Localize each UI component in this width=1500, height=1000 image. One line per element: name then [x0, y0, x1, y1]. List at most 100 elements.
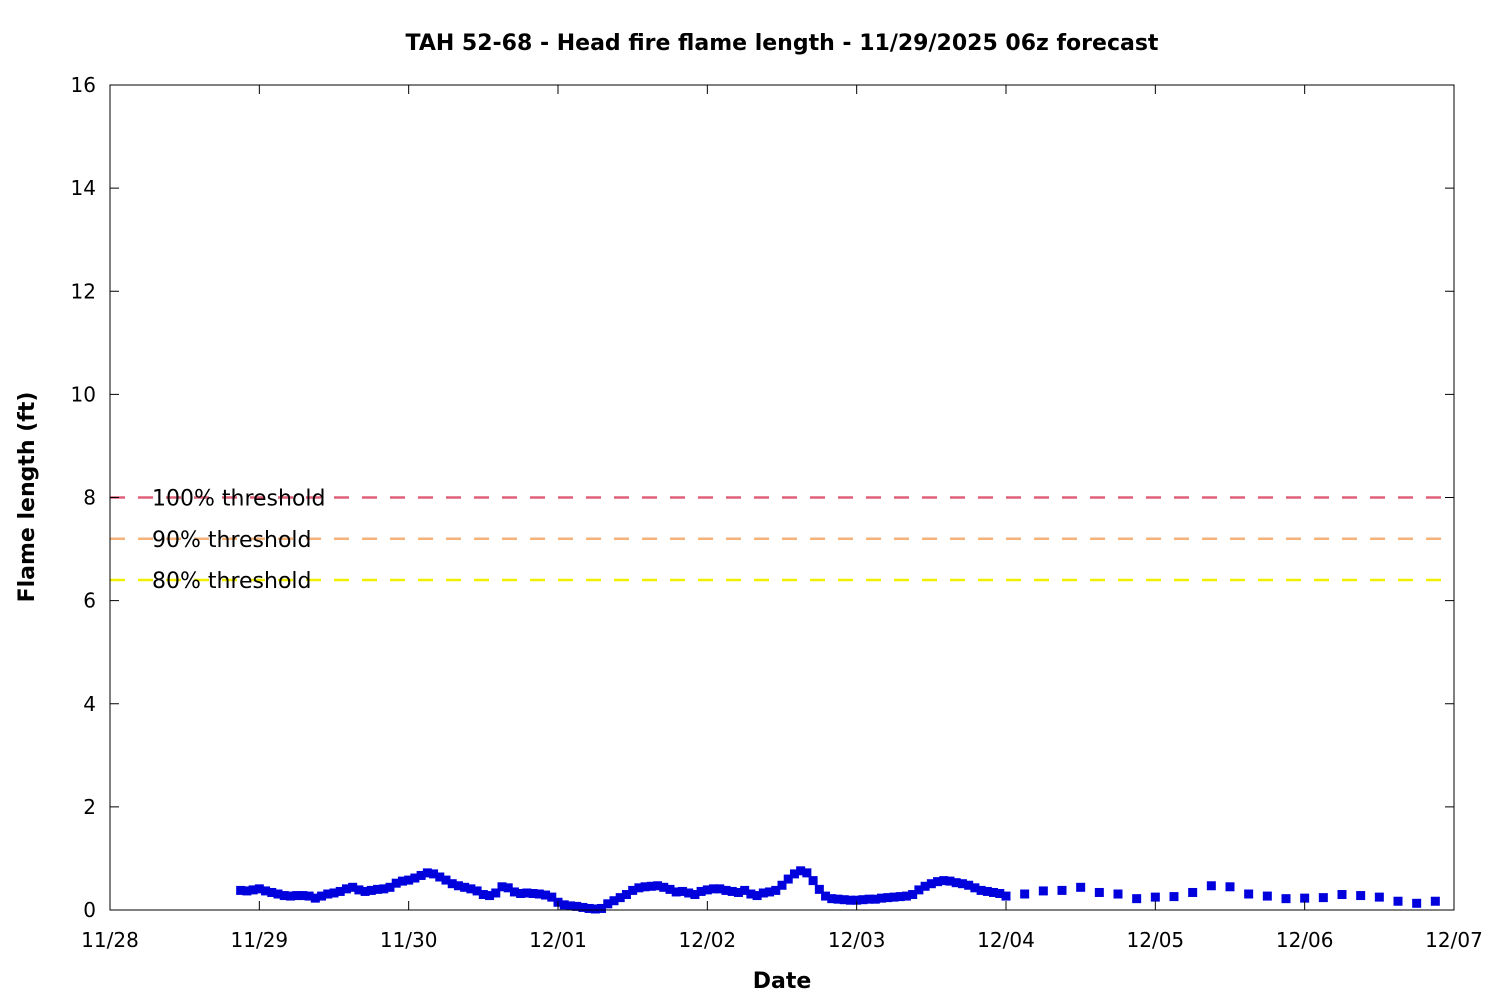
- data-point: [248, 885, 258, 895]
- data-point: [715, 884, 725, 894]
- data-point: [404, 875, 414, 885]
- data-point: [1132, 894, 1142, 904]
- data-point: [597, 903, 607, 913]
- y-tick-label: 10: [71, 382, 96, 406]
- data-point: [864, 894, 874, 904]
- x-tick-label: 11/30: [380, 928, 438, 952]
- data-point: [366, 885, 376, 895]
- x-axis-title: Date: [753, 969, 812, 994]
- data-point: [721, 885, 731, 895]
- data-point: [590, 904, 600, 914]
- data-point: [1188, 887, 1198, 897]
- data-point: [317, 891, 327, 901]
- data-point: [752, 891, 762, 901]
- data-point: [391, 878, 401, 888]
- axes-layer: 0 2 4 6 8 10 12 14 16 11/28 11/29 11/30 12/01 12/02 12…: [71, 73, 1483, 952]
- data-point: [478, 890, 488, 900]
- threshold-label: 90% threshold: [152, 528, 312, 553]
- y-tick-label: 16: [71, 73, 96, 97]
- data-point: [267, 887, 277, 897]
- y-tick-label: 6: [83, 589, 96, 613]
- data-point: [379, 884, 389, 894]
- data-point: [1076, 882, 1086, 892]
- data-point: [236, 885, 246, 895]
- data-point: [646, 881, 656, 891]
- data-point: [877, 893, 887, 903]
- data-point: [385, 882, 395, 892]
- data-point: [397, 876, 407, 886]
- data-point: [503, 883, 513, 893]
- data-point: [1206, 881, 1216, 891]
- data-point: [441, 875, 451, 885]
- data-point: [292, 891, 302, 901]
- data-point: [1244, 889, 1254, 899]
- data-point: [285, 891, 295, 901]
- data-point: [516, 889, 526, 898]
- data-point: [1038, 886, 1048, 896]
- data-point: [485, 891, 495, 901]
- data-point: [1001, 891, 1011, 901]
- data-point: [323, 889, 333, 899]
- data-point: [852, 895, 862, 905]
- y-tick-label: 0: [83, 898, 96, 922]
- data-point: [740, 885, 750, 895]
- data-point: [1113, 889, 1123, 899]
- data-point: [466, 884, 476, 894]
- data-point: [914, 885, 924, 895]
- data-point: [858, 895, 868, 905]
- data-point: [1225, 882, 1235, 892]
- data-point: [298, 891, 308, 901]
- data-point: [453, 881, 463, 891]
- data-point: [541, 890, 551, 900]
- data-point: [609, 896, 619, 906]
- data-point: [789, 869, 799, 879]
- x-tick-label: 12/02: [679, 928, 737, 952]
- data-point: [491, 888, 501, 898]
- threshold-label: 80% threshold: [152, 569, 312, 594]
- data-points-layer: [236, 866, 1440, 914]
- data-point: [584, 903, 594, 913]
- data-point: [310, 893, 320, 903]
- data-point: [565, 901, 575, 911]
- data-point: [279, 891, 289, 901]
- data-point: [1412, 898, 1422, 908]
- data-point: [534, 889, 544, 899]
- data-point: [242, 886, 252, 896]
- data-point: [665, 884, 675, 894]
- data-point: [522, 888, 532, 898]
- data-point: [422, 868, 432, 878]
- data-point: [870, 894, 880, 904]
- data-point: [933, 877, 943, 887]
- data-point: [982, 886, 992, 896]
- data-point: [1094, 887, 1104, 897]
- data-point: [746, 889, 756, 899]
- data-point: [702, 885, 712, 895]
- data-point: [976, 885, 986, 895]
- data-point: [653, 881, 663, 891]
- data-point: [709, 884, 719, 894]
- data-point: [528, 889, 538, 898]
- data-point: [460, 882, 470, 892]
- x-tick-label: 12/05: [1127, 928, 1185, 952]
- plot-frame: [109, 84, 1455, 911]
- data-point: [1318, 893, 1328, 903]
- chart-title: TAH 52-68 - Head fire flame length - 11/…: [406, 31, 1159, 56]
- data-point: [429, 869, 439, 879]
- data-point: [1393, 896, 1403, 906]
- data-point: [373, 884, 383, 894]
- x-tick-label: 12/06: [1276, 928, 1334, 952]
- data-point: [1281, 894, 1291, 904]
- x-tick-label: 12/03: [828, 928, 886, 952]
- data-point: [833, 894, 843, 904]
- x-tick-label: 12/04: [977, 928, 1035, 952]
- data-point: [671, 887, 681, 897]
- threshold-layer: 100% threshold 90% threshold 80% threshold: [110, 487, 1454, 594]
- data-point: [634, 883, 644, 893]
- data-point: [1262, 891, 1272, 901]
- data-point: [354, 885, 364, 895]
- data-point: [771, 885, 781, 895]
- data-point: [957, 879, 967, 889]
- data-point: [603, 899, 613, 909]
- data-point: [777, 880, 787, 890]
